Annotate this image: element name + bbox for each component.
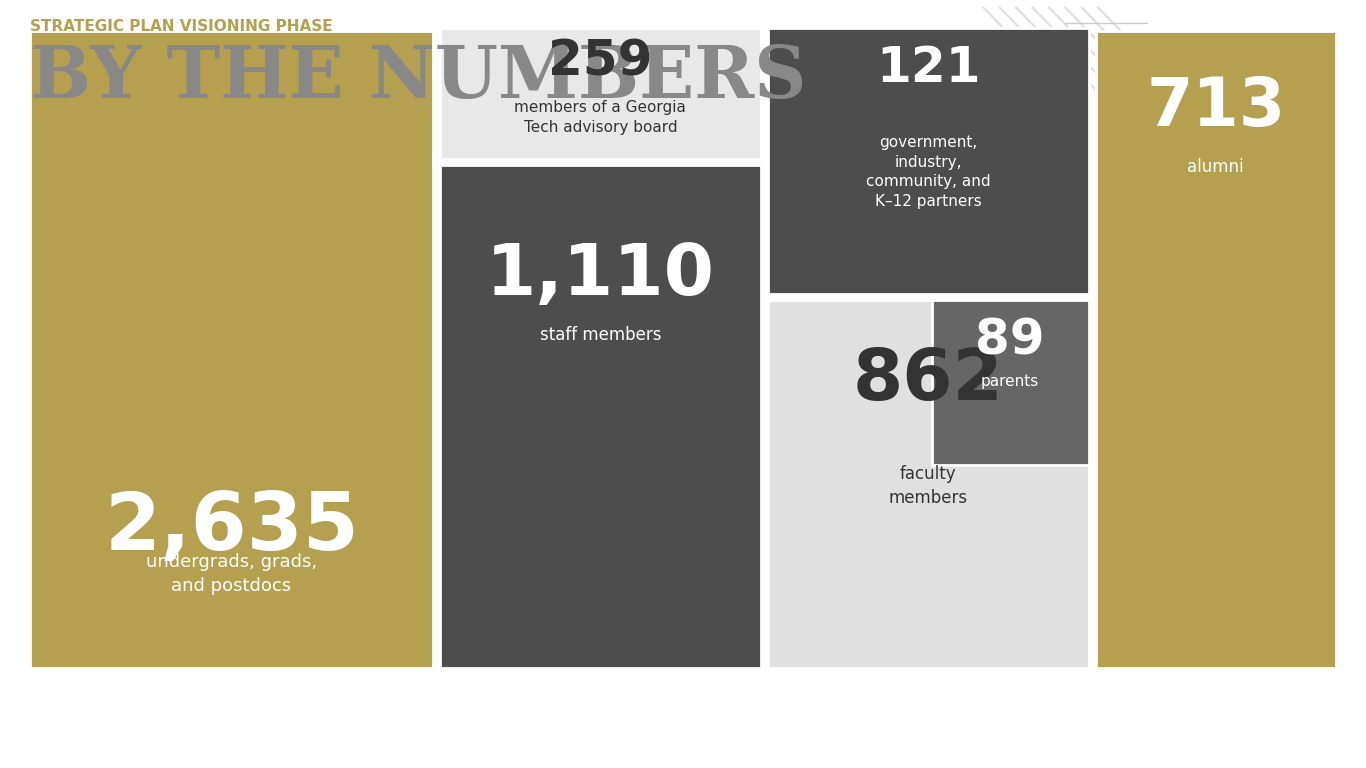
Text: undergrads, grads,
and postdocs: undergrads, grads, and postdocs (146, 554, 317, 595)
Text: staff members: staff members (540, 326, 661, 344)
Text: 862: 862 (852, 346, 1004, 415)
Bar (768, 28, 1089, 294)
Text: 2,635: 2,635 (104, 489, 359, 567)
Text: STRATEGIC PLAN VISIONING PHASE: STRATEGIC PLAN VISIONING PHASE (30, 19, 333, 35)
Text: 713: 713 (1146, 74, 1285, 141)
Text: 1,110: 1,110 (486, 241, 714, 310)
Text: BY THE NUMBERS: BY THE NUMBERS (30, 42, 806, 113)
Text: members of a Georgia
Tech advisory board: members of a Georgia Tech advisory board (515, 100, 686, 135)
Text: 259: 259 (548, 37, 653, 85)
Text: government,
industry,
community, and
K–12 partners: government, industry, community, and K–1… (866, 134, 990, 209)
Text: parents: parents (981, 374, 1040, 389)
Bar (768, 300, 1089, 668)
Bar (30, 31, 433, 668)
Bar (440, 28, 761, 159)
Text: 89: 89 (975, 316, 1045, 365)
Bar (440, 165, 761, 668)
Text: 121: 121 (876, 45, 981, 92)
Bar (932, 300, 1089, 465)
Bar (1096, 31, 1336, 668)
Text: faculty
members: faculty members (889, 465, 967, 507)
Text: alumni: alumni (1187, 158, 1244, 176)
